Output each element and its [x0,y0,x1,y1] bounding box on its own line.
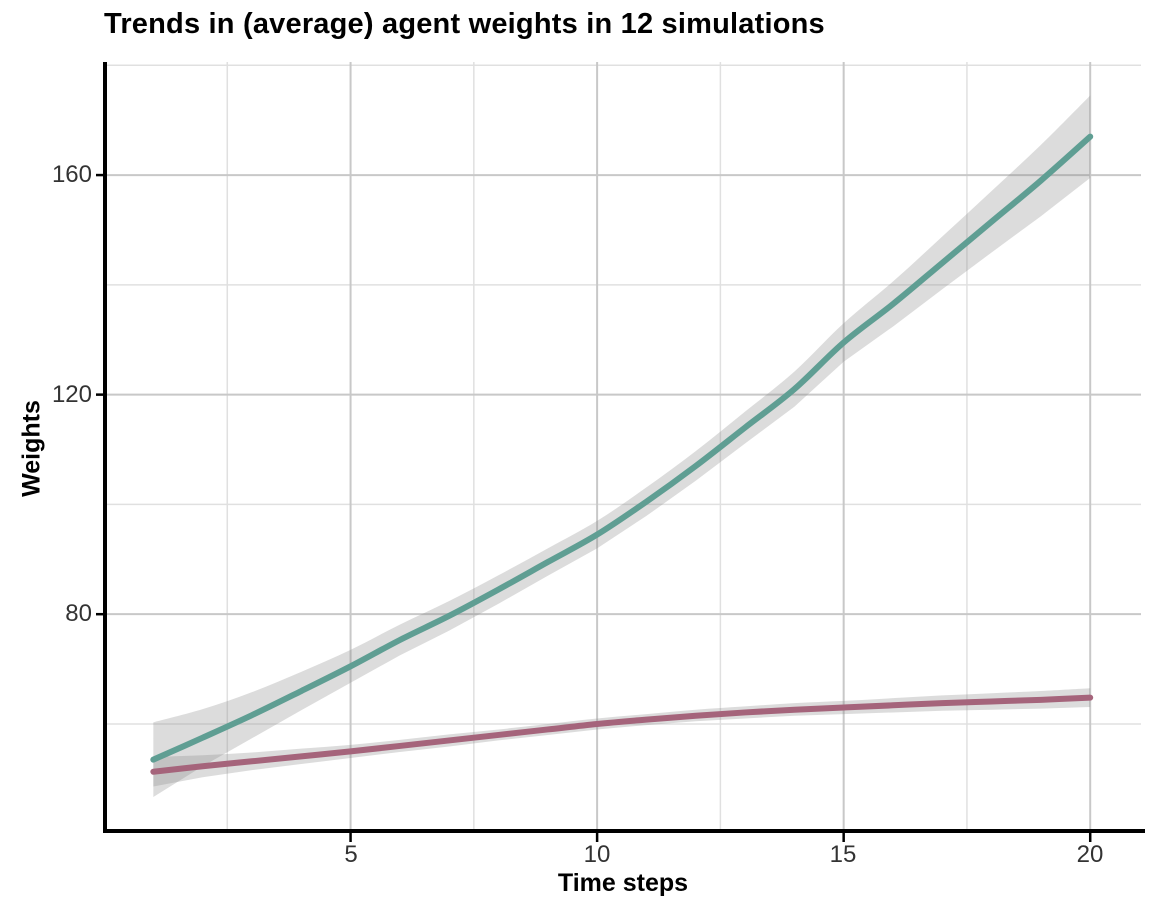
confidence-band-teal [153,95,1091,797]
x-tick-label-10: 10 [583,841,611,868]
x-axis-title: Time steps [557,869,689,897]
y-tick-label-120: 120 [51,381,92,408]
y-tick-label-80: 80 [65,600,92,627]
trend-line-teal [150,133,1094,763]
chart-title: Trends in (average) agent weights in 12 … [104,8,825,40]
trend-line-mauve [150,694,1094,775]
y-axis-title: Weights [17,400,46,497]
confidence-band-mauve [153,688,1091,787]
x-tick-label-15: 15 [829,841,857,868]
x-tick-label-20: 20 [1076,841,1104,868]
y-tick-label-160: 160 [51,161,92,188]
x-tick-label-5: 5 [344,841,358,868]
